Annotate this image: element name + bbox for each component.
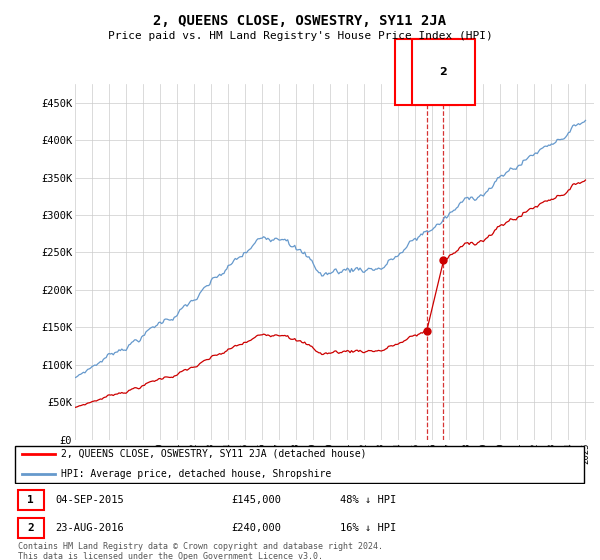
Text: 2: 2 <box>439 67 447 77</box>
Text: 2: 2 <box>27 524 34 533</box>
FancyBboxPatch shape <box>18 491 44 510</box>
Text: 2, QUEENS CLOSE, OSWESTRY, SY11 2JA: 2, QUEENS CLOSE, OSWESTRY, SY11 2JA <box>154 14 446 28</box>
Text: Contains HM Land Registry data © Crown copyright and database right 2024.
This d: Contains HM Land Registry data © Crown c… <box>18 542 383 560</box>
Text: 48% ↓ HPI: 48% ↓ HPI <box>340 496 397 505</box>
Text: HPI: Average price, detached house, Shropshire: HPI: Average price, detached house, Shro… <box>61 469 331 479</box>
Text: 1: 1 <box>27 496 34 505</box>
Text: Price paid vs. HM Land Registry's House Price Index (HPI): Price paid vs. HM Land Registry's House … <box>107 31 493 41</box>
Text: £145,000: £145,000 <box>231 496 281 505</box>
Text: £240,000: £240,000 <box>231 524 281 533</box>
Text: 2, QUEENS CLOSE, OSWESTRY, SY11 2JA (detached house): 2, QUEENS CLOSE, OSWESTRY, SY11 2JA (det… <box>61 449 367 459</box>
Text: 04-SEP-2015: 04-SEP-2015 <box>55 496 124 505</box>
FancyBboxPatch shape <box>15 446 584 483</box>
Text: 16% ↓ HPI: 16% ↓ HPI <box>340 524 397 533</box>
FancyBboxPatch shape <box>18 519 44 538</box>
Text: 23-AUG-2016: 23-AUG-2016 <box>55 524 124 533</box>
Text: 1: 1 <box>423 67 431 77</box>
